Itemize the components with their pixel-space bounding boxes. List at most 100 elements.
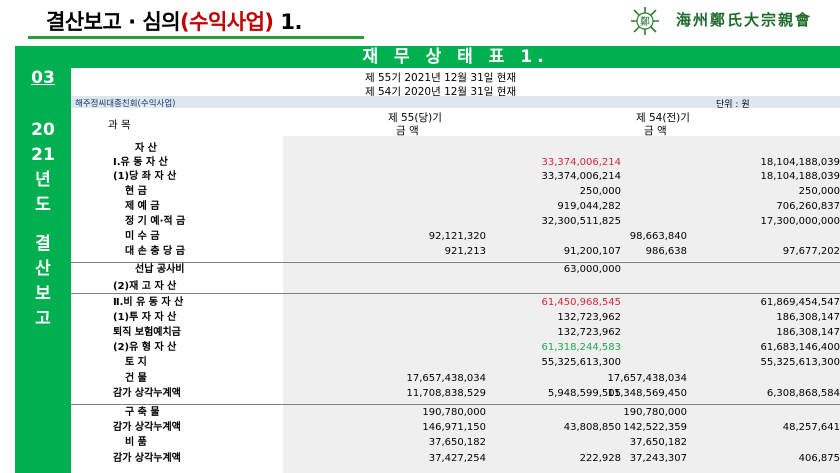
amount-cell: 142,522,359 [623,422,687,433]
amount-cell: 132,723,962 [557,312,621,323]
amount-cell: 92,121,320 [428,231,486,242]
table-row: 감가 상각누계액 146,971,150 43,808,850 142,522,359… [71,420,840,435]
table-row: (2)유 형 자 산 61,318,244,583 61,683,146,400 [71,340,840,355]
table-row: (2)재 고 자 산 [71,279,840,294]
amount-cell: 222,928 [579,453,621,464]
column-header-prior: 제 54(전)기 [636,112,690,124]
row-label: 자 산 [135,143,157,154]
row-label: 정 기 예·적 금 [125,216,186,227]
table-row: (1)투 자 자 산 132,723,962 186,308,147 [71,310,840,325]
row-label: (1)당 좌 자 산 [113,171,177,182]
amount-cell: 250,000 [798,186,840,197]
amount-cell: 37,427,254 [428,453,486,464]
amount-cell: 61,450,968,545 [541,297,621,308]
amount-cell: 146,971,150 [422,422,486,433]
sidebar-title: 결 산 보 고 [15,232,71,332]
title-suffix: 1. [273,10,302,34]
title-highlight: (수익사업) [180,10,274,34]
amount-cell: 186,308,147 [776,327,840,338]
column-header-prior-amount: 금 액 [644,125,667,137]
column-header-current: 제 55(당)기 [388,112,442,124]
amount-cell: 17,657,438,034 [607,373,687,384]
period-prior: 제 54기 2020년 12월 31일 현재 [365,86,517,98]
amount-cell: 97,677,202 [782,246,840,257]
year-label: 20 21 년 도 [15,118,71,218]
amount-cell: 919,044,282 [557,201,621,212]
amount-cell: 32,300,511,825 [541,216,621,227]
table-row: 건 물 17,657,438,034 17,657,438,034 [71,371,840,386]
row-label: 감가 상각누계액 [113,388,181,399]
logo-mark-text: 鄭 [640,15,650,28]
row-label: Ⅱ.비 유 동 자 산 [113,297,184,308]
clan-logo-icon: 鄭 [631,7,659,35]
row-label: 퇴직 보험예치금 [113,327,181,338]
year-line: 도 [35,195,51,215]
amount-cell: 37,650,182 [629,437,687,448]
table-row: 자 산 [71,141,840,156]
year-line: 20 [31,120,55,140]
amount-cell: 61,318,244,583 [541,342,621,353]
table-title: 재 무 상 태 표 1. [71,46,840,68]
section-divider [71,262,840,263]
row-label: 대 손 충 당 금 [125,246,185,257]
column-header-subject: 과 목 [108,119,131,131]
period-current: 제 55기 2021년 12월 31일 현재 [365,72,517,84]
table-row: Ⅱ.비 유 동 자 산 61,450,968,545 61,869,454,547 [71,295,840,310]
amount-cell: 6,308,868,584 [766,388,840,399]
table-row: 미 수 금 92,121,320 98,663,840 [71,229,840,244]
section-divider [71,293,840,294]
sidebar-title-line: 결 [35,234,51,254]
table-row: (1)당 좌 자 산 33,374,006,214 18,104,188,039 [71,169,840,184]
table-row: 정 기 예·적 금 32,300,511,825 17,300,000,000 [71,214,840,229]
amount-cell: 986,638 [645,246,687,257]
table-row: 감가 상각누계액 11,708,838,529 5,948,599,505 11,34… [71,386,840,401]
year-line: 년 [35,170,51,190]
section-number: 03 [31,68,55,88]
sidebar-title-line: 산 [35,259,51,279]
amount-cell: 706,260,837 [776,201,840,212]
amount-cell: 55,325,613,300 [541,357,621,368]
row-label: 감가 상각누계액 [113,453,181,464]
section-divider [71,404,840,405]
row-label: 현 금 [125,186,147,197]
row-label: 제 예 금 [125,201,160,212]
table-row: 토 지 55,325,613,300 55,325,613,300 [71,355,840,370]
amount-cell: 37,243,307 [629,453,687,464]
amount-cell: 5,948,599,505 [547,388,621,399]
table-row: 비 품 37,650,182 37,650,182 [71,435,840,450]
amount-panel [283,136,840,473]
row-label: 감가 상각누계액 [113,422,181,433]
amount-cell: 18,104,188,039 [760,171,840,182]
table-row: 퇴직 보험예치금 132,723,962 186,308,147 [71,325,840,340]
unit-label: 단위 : 원 [716,100,750,110]
amount-cell: 18,104,188,039 [760,157,840,168]
row-label: (2)유 형 자 산 [113,342,177,353]
row-label: (1)투 자 자 산 [113,312,177,323]
row-label: 토 지 [125,357,147,368]
amount-cell: 33,374,006,214 [541,171,621,182]
org-name: 해주정씨대종친회(수익사업) [75,99,176,109]
amount-cell: 37,650,182 [428,437,486,448]
table-row: 현 금 250,000 250,000 [71,184,840,199]
amount-cell: 132,723,962 [557,327,621,338]
sidebar: 03 20 21 년 도 결 산 보 고 [15,46,71,473]
amount-cell: 11,708,838,529 [406,388,486,399]
title-underline [28,36,364,39]
amount-cell: 55,325,613,300 [760,357,840,368]
amount-cell: 98,663,840 [629,231,687,242]
row-label: (2)재 고 자 산 [113,281,177,292]
row-label: 선납 공사비 [135,264,185,275]
amount-cell: 91,200,107 [563,246,621,257]
amount-cell: 250,000 [579,186,621,197]
year-line: 21 [31,145,55,165]
table-row: 제 예 금 919,044,282 706,260,837 [71,199,840,214]
amount-cell: 33,374,006,214 [541,157,621,168]
amount-cell: 17,657,438,034 [406,373,486,384]
amount-cell: 406,875 [798,453,840,464]
amount-cell: 63,000,000 [563,264,621,275]
row-label: 미 수 금 [125,231,160,242]
row-label: 구 축 물 [125,407,160,418]
page-title: 결산보고 · 심의(수익사업) 1. [46,6,302,36]
table-row: 감가 상각누계액 37,427,254 222,928 37,243,307 406,8… [71,451,840,466]
row-label: 비 품 [125,437,147,448]
